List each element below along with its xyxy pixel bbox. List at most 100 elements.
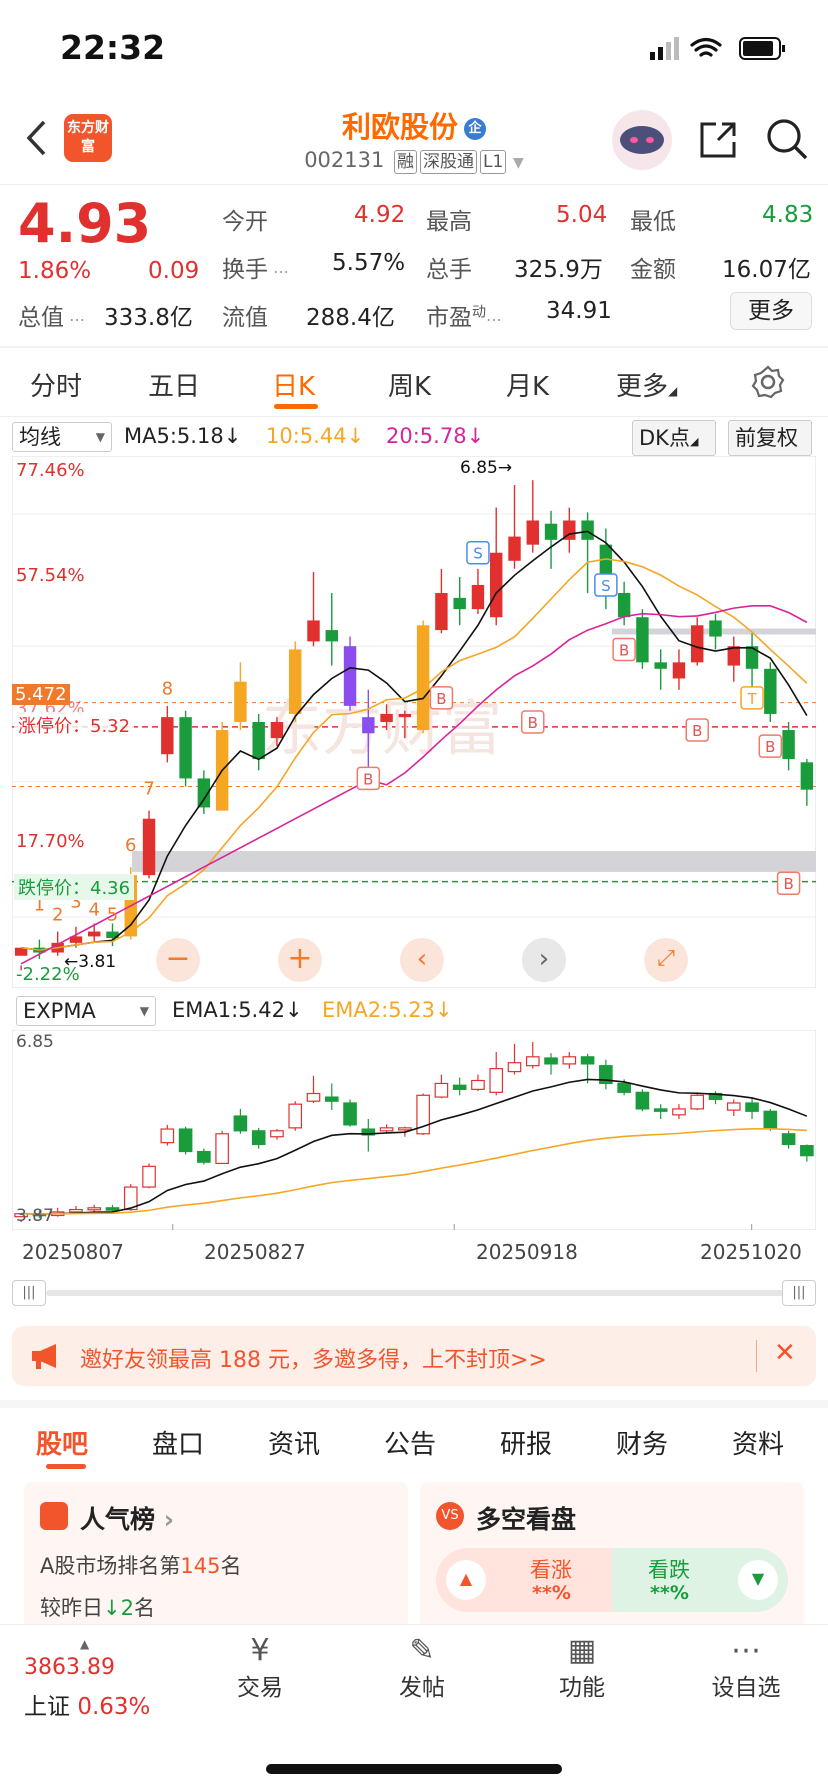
invite-banner[interactable]: 邀好友领最高 188 元，多邀多得，上不封顶>> ✕ xyxy=(12,1326,816,1386)
search-icon[interactable] xyxy=(764,116,810,162)
signal-marker xyxy=(466,540,490,565)
status-time: 22:32 xyxy=(60,28,166,67)
tab-weekly-k[interactable]: 周K xyxy=(388,372,432,402)
candle xyxy=(380,713,393,722)
dk-point-button[interactable]: DK点◢ xyxy=(632,420,716,456)
ema2-line xyxy=(21,1127,807,1215)
more-quote-button[interactable]: 更多 xyxy=(730,292,812,330)
bearish-button[interactable]: 看跌 **% ▼ xyxy=(612,1548,788,1612)
signal-label: S xyxy=(473,545,483,563)
candle xyxy=(307,620,320,642)
scroll-right-button[interactable]: › xyxy=(522,938,566,982)
candle xyxy=(69,1208,83,1213)
float-cap-label: 流值 xyxy=(222,305,268,331)
tab-monthly-k[interactable]: 月K xyxy=(506,372,550,402)
y-tick-2: 57.54% xyxy=(16,565,85,586)
candle xyxy=(544,523,558,540)
grid-icon: ▦ xyxy=(567,1633,597,1668)
tab-research[interactable]: 研报 xyxy=(500,1430,553,1460)
nav-add-watchlist[interactable]: ⋯ 设自选 xyxy=(696,1633,796,1702)
float-cap-value: 288.4亿 xyxy=(306,305,395,331)
candle xyxy=(234,681,247,722)
robot-assistant-icon[interactable] xyxy=(612,110,672,170)
popularity-card[interactable]: 人气榜 › A股市场排名第145名 较昨日↓2名 xyxy=(24,1482,408,1632)
low-value: 4.83 xyxy=(762,202,814,228)
app-logo[interactable]: 东方财富 xyxy=(64,114,112,162)
slider-left-handle[interactable]: ||| xyxy=(12,1280,46,1306)
index-info[interactable]: 上证 0.63% xyxy=(24,1694,151,1720)
tab-financials[interactable]: 财务 xyxy=(616,1430,669,1460)
close-icon[interactable]: ✕ xyxy=(774,1338,796,1368)
stock-code-row[interactable]: 002131 融深股通 L1 ▼ xyxy=(0,148,828,174)
slider-right-handle[interactable]: ||| xyxy=(782,1280,816,1306)
wifi-icon xyxy=(690,37,722,57)
candle xyxy=(617,1082,631,1093)
candle xyxy=(215,1133,229,1164)
ma-select[interactable]: 均线 ▼ xyxy=(12,422,112,452)
date-label: 20251020 xyxy=(700,1240,802,1264)
candle xyxy=(635,1091,650,1110)
candle xyxy=(416,625,430,731)
nav-trade[interactable]: ¥ 交易 xyxy=(220,1633,300,1702)
info-icon: ⋯ xyxy=(64,310,86,329)
fullscreen-button[interactable]: ⤢ xyxy=(644,938,688,982)
tab-daily-k[interactable]: 日K xyxy=(272,372,316,402)
back-icon[interactable] xyxy=(24,118,48,158)
share-icon[interactable] xyxy=(696,118,740,162)
adjust-button[interactable]: 前复权 xyxy=(728,420,812,456)
candle xyxy=(672,662,686,679)
candle xyxy=(617,593,631,618)
y-tick-4: 17.70% xyxy=(16,831,85,852)
zoom-out-button[interactable]: − xyxy=(156,938,200,982)
expma-indicator-bar: EXPMA ▼ EMA1:5.42↓ EMA2:5.23↓ xyxy=(0,994,828,1030)
signal-label: B xyxy=(765,738,775,756)
tab-profile[interactable]: 资料 xyxy=(732,1430,785,1460)
zoom-in-button[interactable]: + xyxy=(278,938,322,982)
scroll-left-button[interactable]: ‹ xyxy=(400,938,444,982)
candle xyxy=(544,1057,558,1065)
status-bar: 22:32 xyxy=(0,0,828,96)
turnover-value: 5.57% xyxy=(332,250,406,276)
expma-chart[interactable] xyxy=(12,1030,816,1230)
tab-news[interactable]: 资讯 xyxy=(268,1430,321,1460)
bull-bear-card[interactable]: VS 多空看盘 ▲ 看涨 **% 看跌 **% ▼ xyxy=(420,1482,804,1632)
signal-label: S xyxy=(601,577,611,595)
candle xyxy=(452,1084,467,1090)
candle xyxy=(508,536,521,561)
ma5-value: MA5:5.18↓ xyxy=(124,424,242,448)
nav-functions[interactable]: ▦ 功能 xyxy=(542,1633,622,1702)
tab-five-day[interactable]: 五日 xyxy=(148,372,201,402)
edit-icon: ✎ xyxy=(409,1633,435,1668)
settings-gear-icon[interactable] xyxy=(750,364,786,400)
expma-select[interactable]: EXPMA ▼ xyxy=(16,996,156,1026)
index-value[interactable]: ▲ 3863.89 xyxy=(24,1637,115,1680)
candle xyxy=(179,717,192,779)
candle xyxy=(654,662,667,669)
info-icon: ⋯ xyxy=(486,310,502,329)
current-price: 4.93 xyxy=(18,192,152,255)
limit-up-label: 涨停价：5.32 xyxy=(14,712,135,738)
count-marker: 1 xyxy=(34,895,45,916)
high-value: 5.04 xyxy=(556,202,608,228)
tab-more[interactable]: 更多◢ xyxy=(616,372,678,402)
candle xyxy=(489,1068,504,1093)
candle xyxy=(343,1102,357,1126)
chart-bars-icon xyxy=(40,1502,68,1530)
tab-intraday[interactable]: 分时 xyxy=(30,372,83,402)
stock-name: 利欧股份企 xyxy=(0,104,828,146)
signal-marker xyxy=(429,686,454,710)
date-label: 20250827 xyxy=(204,1240,306,1264)
expma-low: 3.87 xyxy=(16,1206,54,1226)
bullish-button[interactable]: ▲ 看涨 **% xyxy=(436,1548,612,1612)
tag-level: L1 xyxy=(480,150,507,174)
nav-post[interactable]: ✎ 发帖 xyxy=(382,1633,462,1702)
tab-orderbook[interactable]: 盘口 xyxy=(152,1430,205,1460)
expma-high: 6.85 xyxy=(16,1032,54,1052)
tab-forum[interactable]: 股吧 xyxy=(36,1430,89,1460)
divider xyxy=(0,346,828,348)
tab-announcements[interactable]: 公告 xyxy=(384,1430,437,1460)
market-cap-value: 333.8亿 xyxy=(104,305,193,331)
signal-marker xyxy=(521,710,545,734)
range-slider[interactable]: ||| ||| xyxy=(12,1280,816,1306)
